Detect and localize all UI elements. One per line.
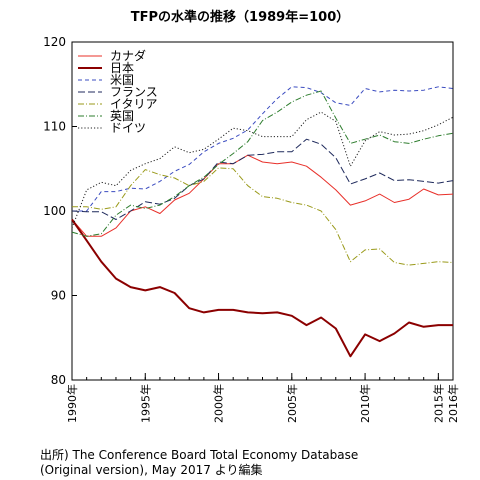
source-line-1: 出所) The Conference Board Total Economy D… [40,448,359,462]
series-line [72,86,454,212]
x-tick-label: 1995年 [138,384,152,423]
y-tick-label: 90 [51,289,66,303]
x-tick-label: 2005年 [285,384,299,423]
x-tick-label: 2000年 [212,384,226,423]
y-tick-label: 80 [51,373,66,387]
legend-label: 米国 [110,73,134,87]
source-line-2: (Original version), May 2017 より編集 [40,463,263,477]
legend-label: 英国 [110,109,134,123]
y-tick-label: 120 [43,35,66,49]
x-tick-label: 2010年 [358,384,372,423]
x-tick-label: 2015年 [431,384,445,423]
legend-label: 日本 [110,61,134,75]
series-line [71,154,454,237]
x-tick-label: 1990年 [65,384,79,423]
legend-label: イタリア [110,97,158,111]
series-line [71,138,454,220]
series-line [71,218,453,358]
y-tick-label: 100 [43,204,66,218]
legend-label: フランス [110,85,158,99]
source-note: 出所) The Conference Board Total Economy D… [40,448,358,478]
series-line [72,167,454,266]
series-line [71,90,454,237]
legend-label: カナダ [110,48,146,63]
legend-label: ドイツ [110,121,146,135]
y-tick-label: 110 [43,120,66,134]
chart-title: TFPの水準の推移（1989年=100） [130,10,350,25]
x-tick-label: 2016年 [446,384,460,423]
